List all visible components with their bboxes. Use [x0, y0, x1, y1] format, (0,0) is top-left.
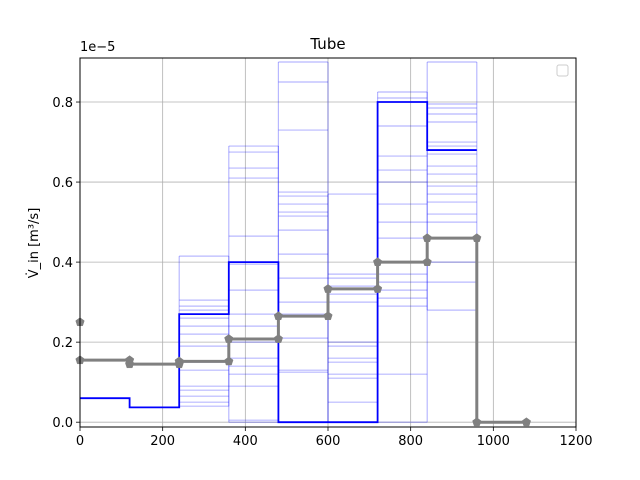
- main-step-line: [80, 101, 477, 424]
- mean-marker-9: [273, 311, 283, 321]
- y-tick-label-4: 0.8: [52, 96, 73, 111]
- mean-marker-5: [174, 356, 184, 366]
- x-tick-label-5: 1000: [477, 434, 510, 449]
- mean-marker-10: [323, 311, 333, 321]
- mean-step-series: [80, 236, 527, 424]
- x-tick-label-2: 400: [233, 434, 258, 449]
- mean-markers: [75, 233, 531, 427]
- grid: [79, 58, 577, 427]
- y-axis-label-text: V̇_in [m³/s]: [27, 208, 42, 279]
- mean-marker-13: [373, 257, 383, 266]
- y-tick-label-3: 0.6: [52, 176, 73, 191]
- x-tick-label-1: 200: [150, 434, 175, 449]
- mean-marker-6: [224, 356, 234, 366]
- x-tick-label-3: 600: [316, 434, 341, 449]
- y-tick-label-0: 0.0: [52, 416, 73, 431]
- main-step-series: [80, 101, 477, 424]
- mean-marker-15: [422, 233, 432, 242]
- y-tick-label-2: 0.4: [52, 256, 73, 271]
- x-tick-label-0: 0: [76, 434, 84, 449]
- mean-marker-12: [373, 284, 383, 293]
- x-tick-label-4: 800: [398, 434, 423, 449]
- mean-marker-8: [273, 334, 283, 343]
- mean-marker-3: [125, 359, 135, 369]
- mean-marker-7: [224, 334, 234, 343]
- mean-marker-11: [323, 284, 333, 293]
- mean-marker-17: [472, 417, 482, 427]
- mean-step-line: [80, 236, 527, 424]
- legend-box: [556, 64, 569, 77]
- mean-marker-16: [472, 233, 482, 242]
- chart-title: Tube: [309, 35, 345, 53]
- x-axis-ticks: 0 200 400 600 800 1000 1200: [76, 427, 593, 449]
- mean-marker-14: [422, 257, 432, 266]
- mean-marker-18: [521, 417, 531, 427]
- x-tick-label-6: 1200: [559, 434, 592, 449]
- y-tick-label-1: 0.2: [52, 336, 73, 351]
- y-axis-label: V̇_in [m³/s]: [27, 208, 42, 279]
- y-axis-ticks: 0.0 0.2 0.4 0.6 0.8: [52, 96, 80, 431]
- y-offset-text: 1e−5: [80, 40, 115, 55]
